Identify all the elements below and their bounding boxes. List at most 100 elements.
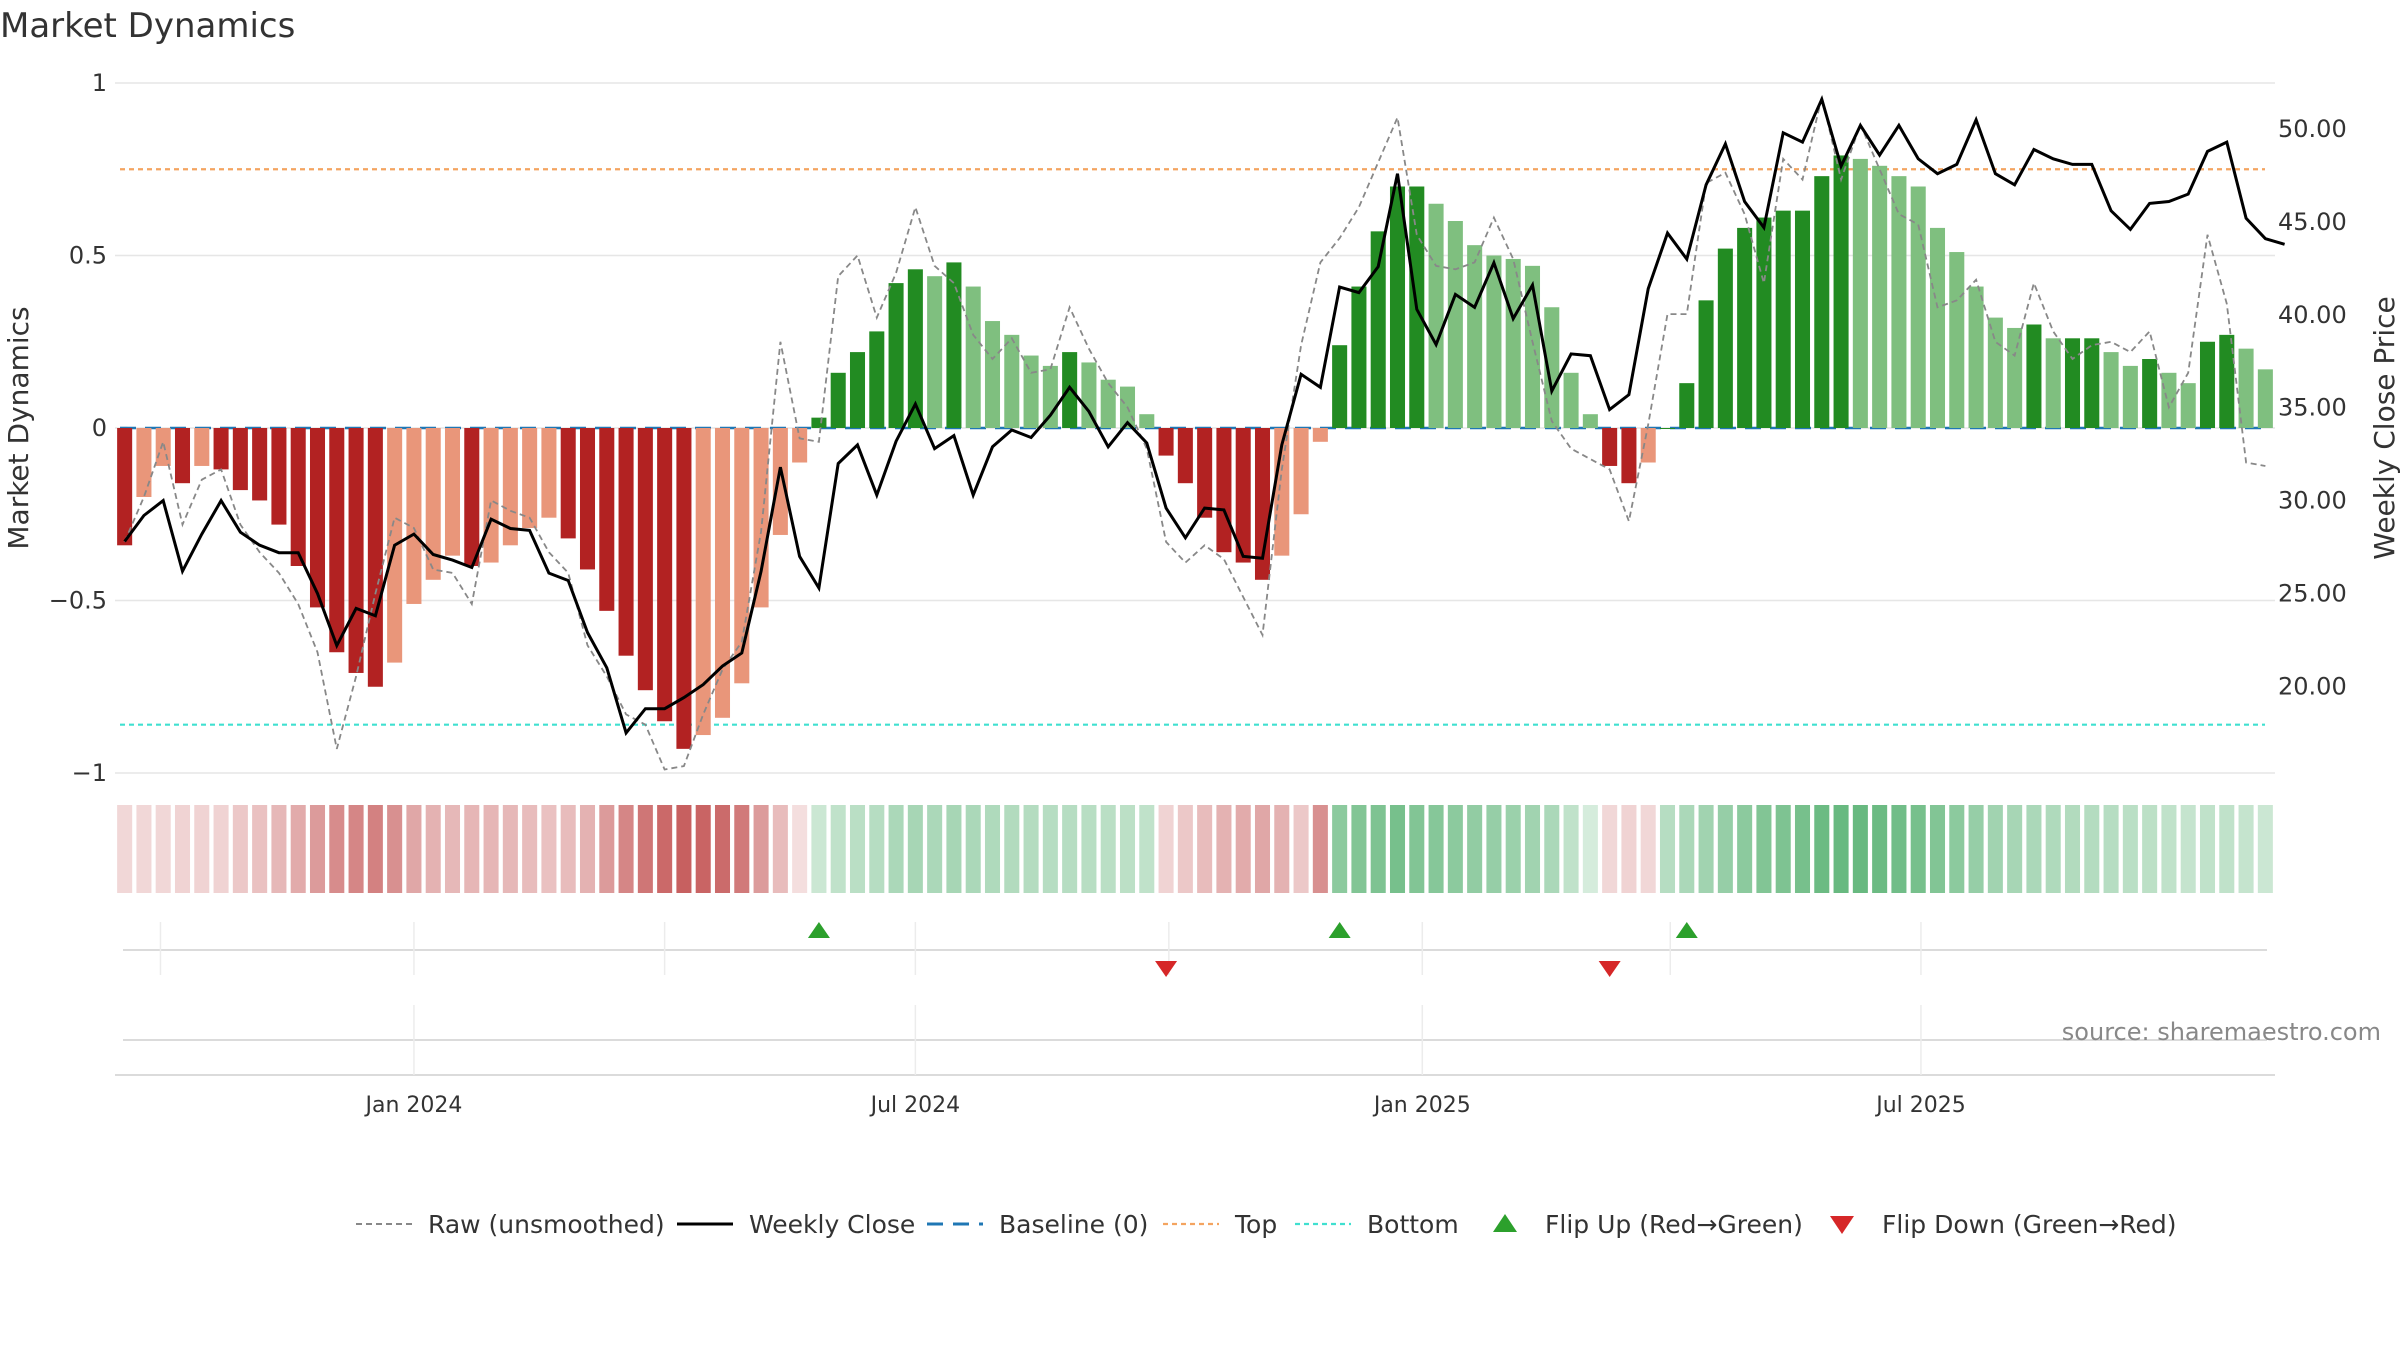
strip-cell (117, 805, 133, 893)
strip-cell (155, 805, 171, 893)
strip-cell (290, 805, 306, 893)
strip-cell (1023, 805, 1039, 893)
bar (2199, 341, 2216, 428)
strip-cell (1524, 805, 1541, 893)
strip-cell (1139, 805, 1155, 893)
bar (1332, 345, 1348, 428)
strip-cell (213, 805, 229, 893)
bar (155, 428, 171, 466)
bar (1293, 428, 1309, 515)
bar (1814, 176, 1830, 428)
legend-label: Top (1234, 1210, 1277, 1239)
bar (541, 428, 557, 518)
strip-cell (271, 805, 287, 893)
strip-cell (1659, 805, 1676, 893)
x-tick-label: Jan 2025 (1372, 1093, 1471, 1118)
bar (753, 428, 769, 608)
y-tick-label: −0.5 (49, 587, 107, 615)
bottom-panel (115, 1005, 2275, 1076)
strip-cell (1254, 805, 1271, 893)
bar (965, 286, 981, 428)
y-right-tick-label: 45.00 (2278, 208, 2347, 236)
bar (1177, 428, 1193, 484)
bar (792, 428, 808, 463)
regime-strip (117, 805, 2273, 893)
strip-cell (1563, 805, 1579, 893)
strip-cell (1081, 805, 1097, 893)
strip-cell (1852, 805, 1868, 893)
strip-cell (676, 805, 692, 893)
y-tick-label: 0.5 (69, 242, 107, 270)
bar (1987, 317, 2003, 428)
strip-cell (1370, 805, 1386, 893)
bar (1447, 221, 1463, 428)
strip-cell (174, 805, 191, 893)
bar (1505, 258, 1521, 428)
strip-cell (965, 805, 981, 893)
bar (329, 428, 345, 653)
bar (1139, 414, 1155, 428)
bar (2084, 338, 2100, 428)
bar (637, 428, 653, 691)
strip-cell (406, 805, 422, 893)
bar (1929, 227, 1946, 428)
bar (2238, 348, 2254, 428)
bar (1775, 210, 1791, 428)
strip-cell (2064, 805, 2081, 893)
strip-cell (1293, 805, 1309, 893)
strip-cell (1910, 805, 1926, 893)
bar (348, 428, 364, 673)
strip-cell (1312, 805, 1328, 893)
bar (1544, 307, 1560, 428)
strip-cell (1467, 805, 1483, 893)
y-axis-right-label: Weekly Close Price (2368, 296, 2400, 559)
strip-cell (329, 805, 345, 893)
strip-cell (464, 805, 480, 893)
strip-cell (792, 805, 808, 893)
bar (483, 428, 499, 563)
bar (984, 321, 1001, 428)
bar (1216, 428, 1232, 553)
strip-cell (1177, 805, 1193, 893)
bar (1794, 210, 1811, 428)
strip-cell (2084, 805, 2100, 893)
bar (1081, 362, 1097, 428)
bar (1486, 255, 1502, 428)
bar (2026, 324, 2042, 428)
y-right-tick-label: 35.00 (2278, 394, 2347, 422)
flip-markers-panel (123, 922, 2267, 977)
strip-cell (907, 805, 923, 893)
legend: Raw (unsmoothed) Weekly Close Baseline (0)… (356, 1210, 2177, 1239)
strip-cell (2199, 805, 2216, 893)
strip-cell (444, 805, 461, 893)
strip-cell (1891, 805, 1907, 893)
strip-cell (560, 805, 576, 893)
strip-cell (1505, 805, 1521, 893)
bar (213, 428, 229, 470)
flip-up-marker (807, 922, 830, 938)
x-tick-label: Jan 2024 (363, 1093, 462, 1118)
bar (117, 428, 133, 546)
strip-cell (1872, 805, 1888, 893)
bar (2219, 334, 2235, 428)
y-tick-label: 1 (92, 69, 107, 97)
y-tick-label: −1 (72, 759, 107, 787)
y-right-tick-label: 50.00 (2278, 115, 2347, 143)
weekly-close-line (123, 94, 2286, 737)
bar (252, 428, 268, 501)
bar (676, 428, 692, 749)
strip-cell (1235, 805, 1251, 893)
strip-cell (2026, 805, 2042, 893)
strip-cell (194, 805, 210, 893)
bar (425, 428, 441, 580)
strip-cell (927, 805, 943, 893)
strip-cell (714, 805, 731, 893)
legend-label: Flip Up (Red→Green) (1545, 1210, 1803, 1239)
bar (502, 428, 518, 546)
bar (888, 283, 904, 428)
legend-label: Baseline (0) (999, 1210, 1148, 1239)
bar (1659, 428, 1676, 429)
bar (2142, 359, 2158, 428)
strip-cell (830, 805, 846, 893)
